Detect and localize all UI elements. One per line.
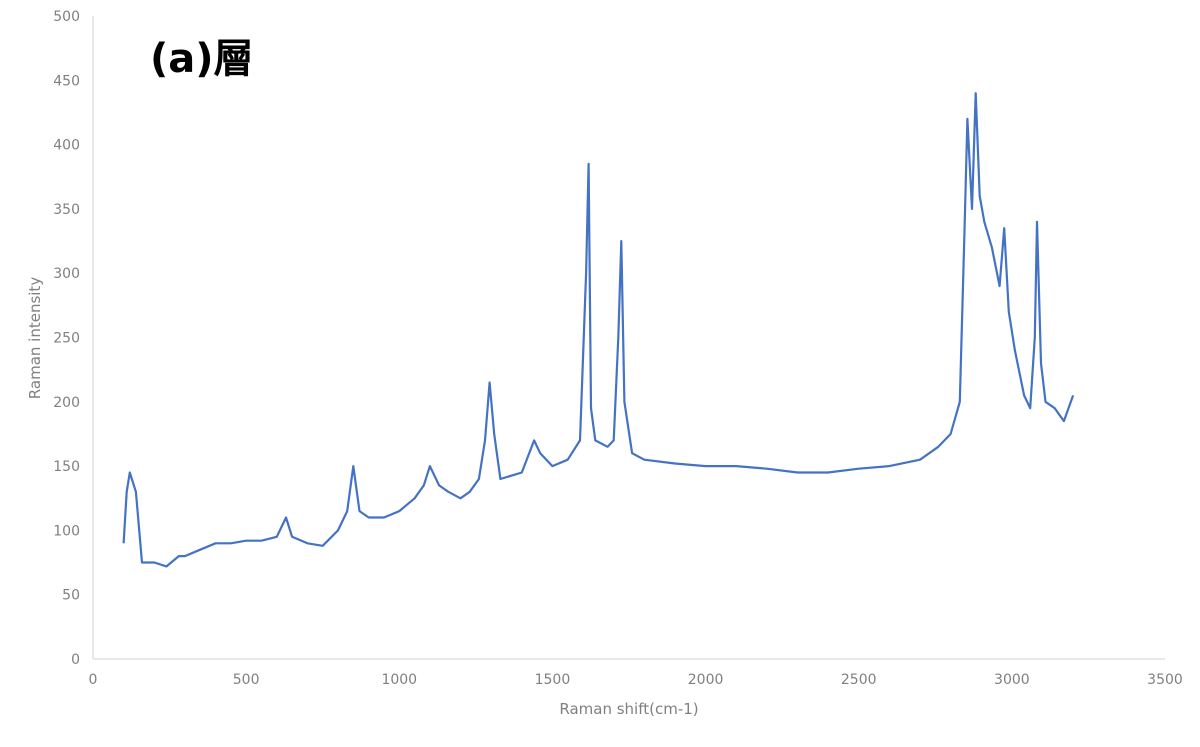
x-tick-label: 1000	[381, 672, 417, 688]
y-tick-label: 500	[53, 9, 80, 25]
x-tick-label: 3500	[1147, 672, 1183, 688]
x-tick-label: 2000	[688, 672, 724, 688]
x-tick-label: 3000	[994, 672, 1030, 688]
y-tick-label: 200	[53, 395, 80, 411]
y-tick-label: 350	[53, 202, 80, 218]
x-axis-title: Raman shift(cm-1)	[559, 700, 698, 718]
x-axis-ticks: 0 500 1000 1500 2000 2500 3000 3500	[89, 672, 1183, 688]
y-axis-title: Raman intensity	[26, 277, 44, 400]
y-tick-label: 150	[53, 459, 80, 475]
y-tick-label: 100	[53, 523, 80, 539]
y-tick-label: 400	[53, 138, 80, 154]
x-tick-label: 2500	[841, 672, 877, 688]
y-tick-label: 450	[53, 73, 80, 89]
y-tick-label: 300	[53, 266, 80, 282]
series-line	[122, 92, 1075, 568]
y-tick-label: 50	[62, 588, 80, 604]
x-tick-label: 1500	[535, 672, 571, 688]
y-tick-label: 250	[53, 331, 80, 347]
y-axis-ticks: 0 50 100 150 200 250 300 350 400 450 500	[53, 9, 80, 668]
panel-label: (a)層	[150, 36, 254, 82]
x-tick-label: 500	[233, 672, 260, 688]
y-tick-label: 0	[71, 652, 80, 668]
x-tick-label: 0	[89, 672, 98, 688]
series-layer	[122, 92, 1075, 568]
